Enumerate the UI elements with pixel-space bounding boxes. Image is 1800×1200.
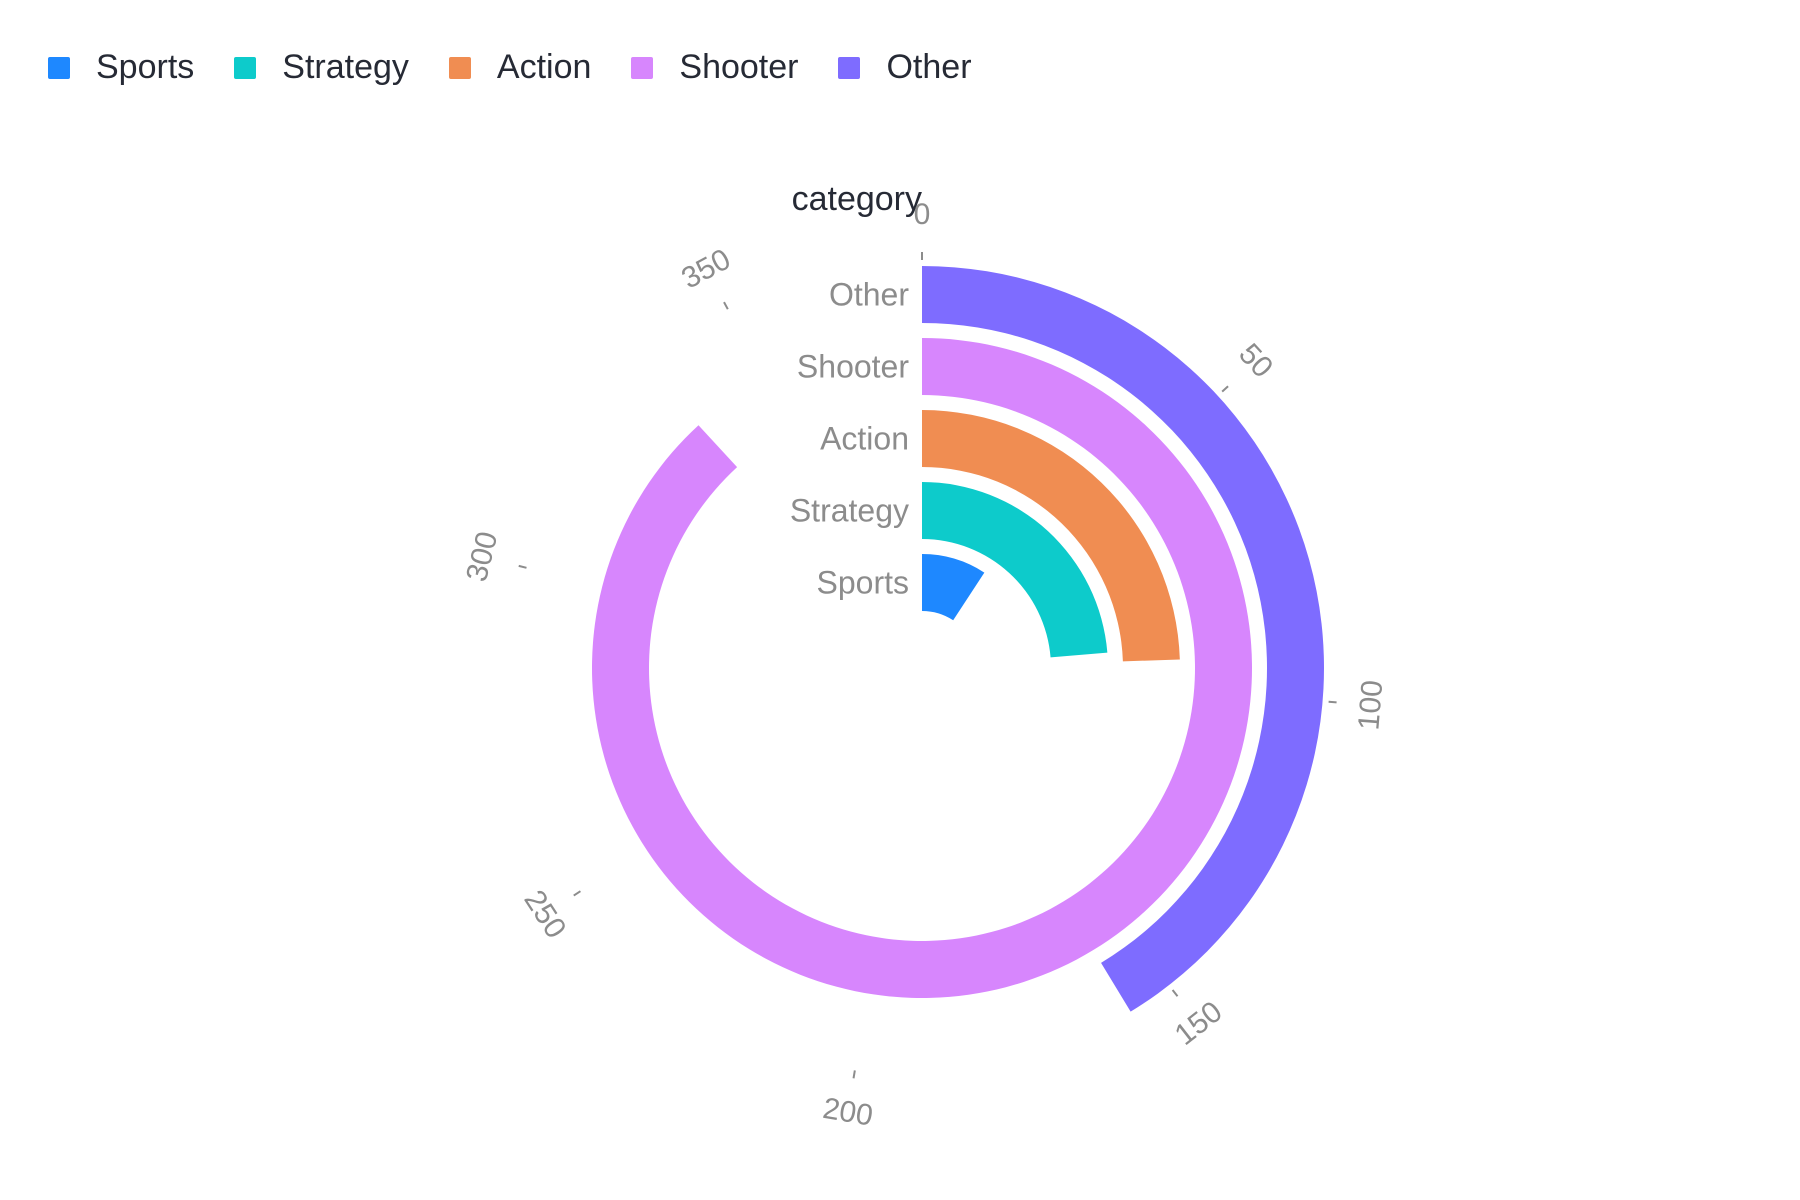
- category-label-sports: Sports: [817, 565, 909, 601]
- bar-sports[interactable]: [922, 554, 985, 621]
- bars-group: [591, 266, 1324, 1012]
- category-label-action: Action: [820, 421, 909, 457]
- category-label-strategy: Strategy: [790, 493, 909, 529]
- legend-item-strategy[interactable]: Strategy: [234, 48, 409, 87]
- bar-action[interactable]: [922, 410, 1180, 662]
- category-label-shooter: Shooter: [797, 349, 909, 385]
- axis-title: category: [792, 180, 922, 218]
- tick-mark-250: [573, 890, 581, 897]
- legend-swatch-other: [838, 56, 861, 79]
- legend-swatch-shooter: [631, 56, 654, 79]
- legend-item-action[interactable]: Action: [448, 48, 592, 87]
- tick-label-0: 0: [914, 198, 931, 231]
- legend-swatch-sports: [48, 56, 70, 79]
- legend-swatch-action: [448, 56, 471, 79]
- tick-mark-150: [1171, 989, 1179, 997]
- legend-label-action: Action: [496, 48, 592, 86]
- tick-label-300: 300: [460, 528, 504, 585]
- tick-mark-50: [1221, 385, 1229, 393]
- tick-label-250: 250: [517, 884, 572, 944]
- legend-item-other[interactable]: Other: [838, 48, 972, 87]
- category-labels: Sports Strategy Action Shooter Other: [790, 277, 910, 601]
- bar-strategy[interactable]: [922, 482, 1108, 658]
- tick-label-150: 150: [1169, 995, 1229, 1052]
- tick-label-100: 100: [1352, 679, 1389, 732]
- tick-label-200: 200: [820, 1092, 875, 1133]
- legend-label-shooter: Shooter: [679, 48, 799, 86]
- legend-swatch-strategy: [234, 56, 257, 79]
- tick-label-50: 50: [1232, 337, 1279, 384]
- tick-mark-200: [852, 1070, 856, 1079]
- legend-item-shooter[interactable]: Shooter: [631, 48, 798, 87]
- tick-mark-100: [1328, 700, 1337, 704]
- chart-legend: Sports Strategy Action Shooter Other: [48, 48, 1012, 87]
- legend-label-other: Other: [886, 48, 972, 86]
- tick-label-350: 350: [676, 243, 736, 296]
- legend-label-strategy: Strategy: [282, 48, 409, 86]
- tick-mark-350: [723, 301, 729, 310]
- legend-label-sports: Sports: [96, 48, 195, 86]
- tick-mark-300: [518, 564, 527, 569]
- legend-item-sports[interactable]: Sports: [48, 48, 194, 87]
- category-label-other: Other: [829, 277, 909, 313]
- bar-other[interactable]: [922, 266, 1324, 1012]
